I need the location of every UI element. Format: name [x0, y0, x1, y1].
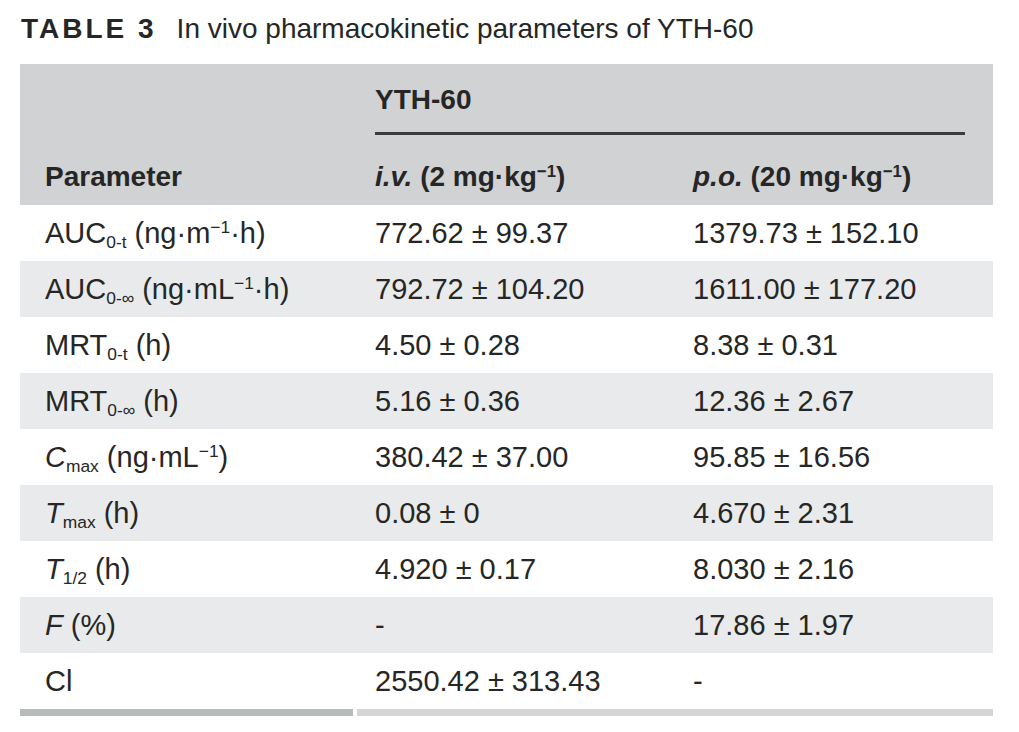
table-body: AUC0-t (ng·m−1·h) 772.62 ± 99.37 1379.73… [20, 205, 993, 709]
parameter-cell: MRT0-∞ (h) [20, 387, 375, 416]
column-header-po: p.o. (20 mg·kg−1) [693, 163, 993, 191]
po-value-cell: 17.86 ± 1.97 [693, 611, 993, 640]
table-row-cl: Cl 2550.42 ± 313.43 - [20, 653, 993, 709]
column-header-iv: i.v. (2 mg·kg−1) [375, 163, 693, 191]
iv-value-cell: - [375, 611, 693, 640]
table-row-auc0t: AUC0-t (ng·m−1·h) 772.62 ± 99.37 1379.73… [20, 205, 993, 261]
table-row-auc0inf: AUC0-∞ (ng·mL−1·h) 792.72 ± 104.20 1611.… [20, 261, 993, 317]
table-caption-label: TABLE 3 [21, 13, 157, 44]
po-value-cell: 4.670 ± 2.31 [693, 499, 993, 528]
table-caption: TABLE 3 In vivo pharmacokinetic parameter… [21, 12, 753, 46]
table-header: YTH-60 Parameter i.v. (2 mg·kg−1) p.o. (… [20, 64, 993, 205]
iv-value-cell: 772.62 ± 99.37 [375, 219, 693, 248]
pharmacokinetics-table: YTH-60 Parameter i.v. (2 mg·kg−1) p.o. (… [20, 64, 993, 716]
iv-value-cell: 2550.42 ± 313.43 [375, 667, 693, 696]
parameter-cell: AUC0-t (ng·m−1·h) [20, 219, 375, 248]
po-value-cell: 95.85 ± 16.56 [693, 443, 993, 472]
group-header-rule [375, 132, 965, 135]
parameter-cell: AUC0-∞ (ng·mL−1·h) [20, 275, 375, 304]
bottom-rule-right-segment [357, 709, 993, 716]
table-row-f: F (%) - 17.86 ± 1.97 [20, 597, 993, 653]
table-caption-text: In vivo pharmacokinetic parameters of YT… [177, 13, 754, 44]
iv-value-cell: 792.72 ± 104.20 [375, 275, 693, 304]
parameter-cell: F (%) [20, 611, 375, 640]
po-value-cell: 1611.00 ± 177.20 [693, 275, 993, 304]
parameter-cell: T1/2 (h) [20, 555, 375, 584]
po-value-cell: - [693, 667, 993, 696]
parameter-cell: Tmax (h) [20, 499, 375, 528]
table-bottom-rule [20, 709, 993, 716]
iv-value-cell: 0.08 ± 0 [375, 499, 693, 528]
table-row-mrt0t: MRT0-t (h) 4.50 ± 0.28 8.38 ± 0.31 [20, 317, 993, 373]
iv-value-cell: 4.920 ± 0.17 [375, 555, 693, 584]
po-value-cell: 1379.73 ± 152.10 [693, 219, 993, 248]
parameter-cell: Cmax (ng·mL−1) [20, 443, 375, 472]
iv-value-cell: 4.50 ± 0.28 [375, 331, 693, 360]
column-header-row: Parameter i.v. (2 mg·kg−1) p.o. (20 mg·k… [20, 163, 993, 191]
parameter-cell: Cl [20, 667, 375, 696]
po-value-cell: 8.030 ± 2.16 [693, 555, 993, 584]
table-row-mrt0inf: MRT0-∞ (h) 5.16 ± 0.36 12.36 ± 2.67 [20, 373, 993, 429]
table-row-thalf: T1/2 (h) 4.920 ± 0.17 8.030 ± 2.16 [20, 541, 993, 597]
parameter-cell: MRT0-t (h) [20, 331, 375, 360]
iv-value-cell: 380.42 ± 37.00 [375, 443, 693, 472]
table-row-cmax: Cmax (ng·mL−1) 380.42 ± 37.00 95.85 ± 16… [20, 429, 993, 485]
table-row-tmax: Tmax (h) 0.08 ± 0 4.670 ± 2.31 [20, 485, 993, 541]
po-value-cell: 8.38 ± 0.31 [693, 331, 993, 360]
iv-value-cell: 5.16 ± 0.36 [375, 387, 693, 416]
group-header: YTH-60 [375, 86, 471, 114]
po-value-cell: 12.36 ± 2.67 [693, 387, 993, 416]
bottom-rule-left-segment [20, 709, 353, 716]
column-header-parameter: Parameter [20, 163, 375, 191]
